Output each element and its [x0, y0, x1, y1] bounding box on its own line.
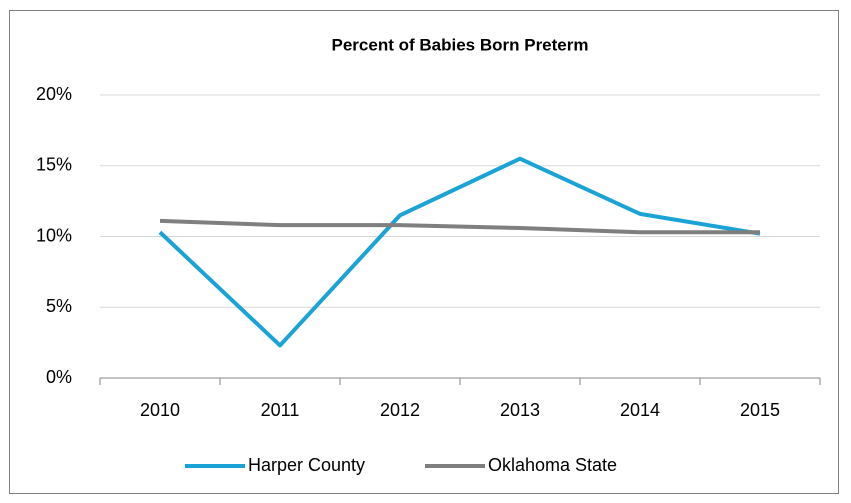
legend-label: Harper County: [248, 455, 365, 475]
y-tick-label: 10%: [36, 225, 72, 245]
x-tick-label: 2011: [261, 400, 300, 420]
series-line: [159, 218, 760, 235]
chart-border: [9, 10, 839, 494]
series-line: [158, 156, 761, 348]
y-tick-label: 0%: [46, 367, 72, 387]
x-tick-label: 2014: [620, 400, 660, 420]
x-tick-label: 2015: [740, 400, 780, 420]
y-tick-label: 5%: [46, 296, 72, 316]
x-tick-label: 2012: [380, 400, 420, 420]
x-tick-label: 2010: [140, 400, 180, 420]
chart-title: Percent of Babies Born Preterm: [332, 35, 589, 54]
y-tick-label: 15%: [36, 155, 72, 175]
legend-label: Oklahoma State: [488, 455, 617, 475]
x-tick-label: 2013: [500, 400, 540, 420]
y-tick-label: 20%: [36, 84, 72, 104]
